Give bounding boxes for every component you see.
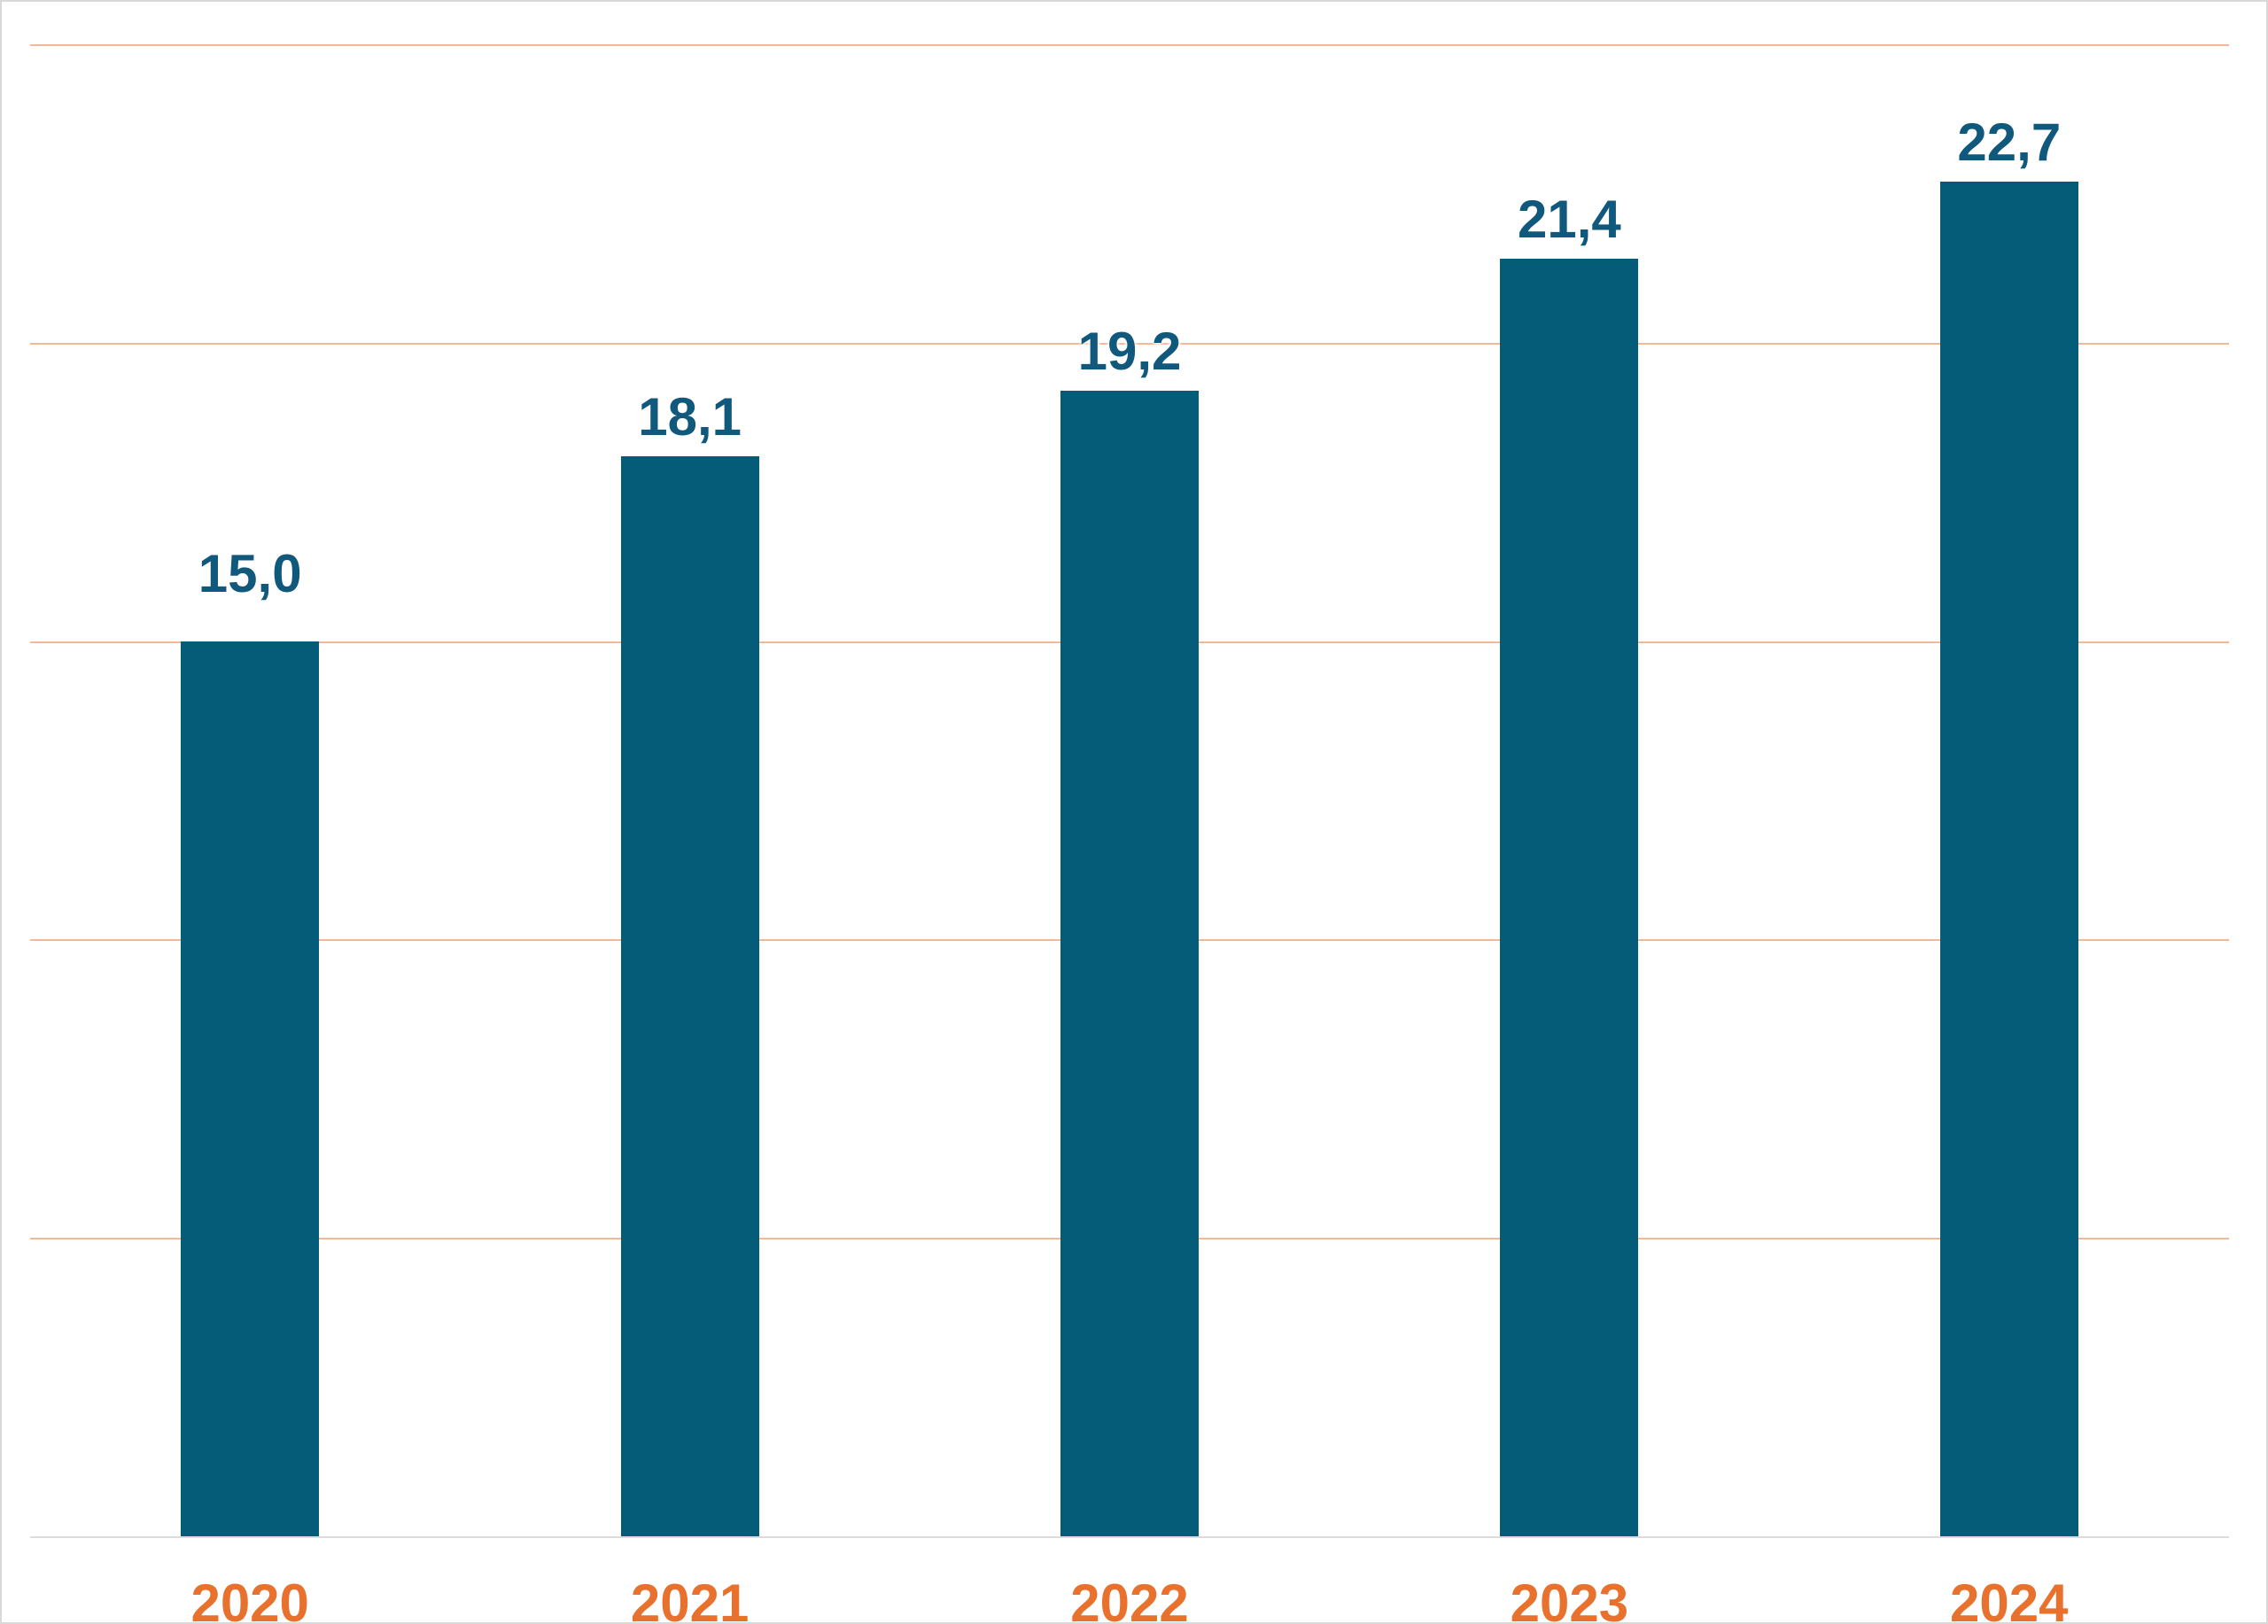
bar-value-label: 15,0	[198, 544, 302, 603]
bar-value-label: 19,2	[1077, 322, 1182, 381]
bar-2024	[1940, 182, 2078, 1536]
x-axis-label-2023: 2023	[1510, 1573, 1629, 1624]
gridline	[30, 44, 2229, 46]
bar-2021	[621, 456, 759, 1536]
bar-value-label: 18,1	[638, 387, 742, 447]
x-axis-line	[30, 1536, 2229, 1538]
bar-2020	[181, 641, 319, 1536]
x-axis-label-2020: 2020	[190, 1573, 309, 1624]
bar-2022	[1060, 391, 1199, 1536]
x-axis-label-2024: 2024	[1950, 1573, 2069, 1624]
bar-2023	[1500, 259, 1638, 1536]
x-axis-label-2022: 2022	[1070, 1573, 1189, 1624]
bar-value-label: 21,4	[1518, 190, 1621, 249]
gridline	[30, 343, 2229, 345]
bar-value-label: 22,7	[1957, 113, 2062, 172]
x-axis-label-2021: 2021	[630, 1573, 750, 1624]
